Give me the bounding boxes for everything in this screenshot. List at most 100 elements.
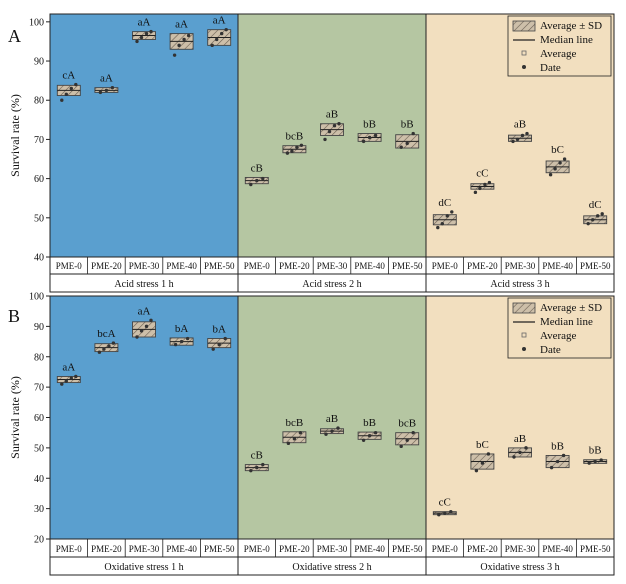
group-label: Oxidative stress 1 h	[104, 562, 183, 573]
legend-label: Median line	[540, 316, 593, 328]
data-point	[290, 149, 294, 153]
data-point	[211, 347, 215, 351]
data-point	[443, 511, 447, 515]
data-point	[285, 151, 290, 155]
category-label: PME-50	[580, 544, 611, 554]
data-point	[487, 180, 492, 185]
data-point	[179, 339, 184, 344]
data-point	[474, 468, 479, 473]
data-point	[149, 29, 153, 34]
data-point	[549, 465, 554, 470]
significance-label: aA	[175, 19, 188, 31]
category-label: PME-30	[129, 261, 160, 271]
y-tick-label: 60	[34, 174, 44, 185]
data-point	[591, 218, 595, 222]
category-label: PME-20	[279, 544, 310, 554]
data-point	[593, 459, 597, 464]
data-point	[367, 434, 372, 438]
data-point	[524, 446, 528, 450]
data-point	[135, 39, 139, 44]
category-label: PME-30	[505, 544, 536, 554]
category-label: PME-50	[204, 261, 235, 271]
data-point	[367, 135, 372, 140]
significance-label: dC	[438, 197, 451, 209]
data-point	[295, 145, 299, 149]
y-tick-label: 90	[34, 57, 44, 68]
category-label: PME-30	[129, 544, 160, 554]
data-point	[299, 143, 304, 147]
data-point	[520, 133, 525, 138]
significance-label: bA	[212, 324, 226, 336]
legend-swatch-box	[512, 20, 536, 32]
panel-B: 20 30 40 50 60 70 80 90 100 Survival rate (%) B Oxi…	[8, 292, 615, 576]
data-point	[558, 161, 562, 165]
legend-label: Date	[540, 344, 561, 356]
legend-label: Average ± SD	[540, 20, 602, 32]
data-point	[111, 341, 116, 345]
data-point	[177, 43, 181, 48]
data-point	[102, 347, 106, 351]
significance-label: cC	[476, 168, 488, 180]
data-point	[405, 438, 409, 442]
data-point	[104, 88, 109, 93]
data-point	[144, 324, 149, 329]
data-point	[449, 509, 453, 514]
legend-label: Average	[540, 330, 577, 342]
significance-label: aA	[138, 17, 151, 29]
data-point	[440, 221, 444, 226]
category-label: PME-20	[467, 261, 498, 271]
y-tick-label: 50	[34, 213, 44, 224]
y-tick-label: 20	[34, 535, 44, 546]
data-point	[144, 31, 149, 36]
data-point	[110, 85, 115, 90]
significance-label: bB	[589, 445, 602, 457]
data-point	[64, 92, 69, 97]
panel-A: 40 50 60 70 80 90 100 Survival rate (%) A Acid st…	[8, 13, 615, 293]
group-row	[49, 273, 615, 293]
legend-label: Date	[540, 62, 561, 74]
significance-label: bB	[363, 417, 376, 429]
legend-swatch-point	[522, 347, 526, 351]
data-point	[69, 86, 74, 91]
y-tick-label: 70	[34, 383, 44, 394]
group-background	[50, 14, 238, 257]
data-point	[411, 430, 415, 435]
data-point	[255, 178, 259, 183]
y-tick-label: 50	[34, 443, 44, 454]
data-point	[261, 176, 265, 181]
group-label: Acid stress 3 h	[490, 279, 549, 290]
legend-label: Average ± SD	[540, 302, 602, 314]
data-point	[298, 430, 303, 435]
group-label: Acid stress 2 h	[302, 279, 361, 290]
data-point	[215, 37, 219, 42]
data-point	[486, 452, 491, 456]
data-point	[561, 453, 566, 458]
data-point	[60, 382, 64, 386]
category-label: PME-0	[244, 544, 271, 554]
legend-swatch-average	[521, 332, 527, 338]
significance-label: bC	[476, 439, 489, 451]
data-point	[405, 141, 409, 146]
data-point	[518, 450, 522, 455]
data-point	[600, 212, 604, 216]
category-label: PME-20	[91, 261, 122, 271]
data-point	[324, 432, 328, 436]
data-point	[135, 335, 139, 339]
significance-label: bB	[401, 119, 414, 131]
legend-label: Average	[540, 48, 577, 60]
significance-label: cC	[439, 497, 451, 509]
y-axis-label: Survival rate (%)	[8, 94, 22, 177]
data-point	[411, 131, 415, 136]
data-point	[555, 459, 560, 464]
group-background	[238, 296, 426, 539]
significance-label: dC	[589, 199, 602, 211]
data-point	[373, 133, 378, 138]
data-point	[327, 129, 332, 134]
data-point	[399, 145, 403, 149]
group-label: Oxidative stress 3 h	[480, 562, 559, 573]
significance-label: aA	[62, 361, 75, 373]
data-point	[97, 350, 102, 354]
y-tick-label: 70	[34, 135, 44, 146]
significance-label: aB	[514, 433, 526, 445]
y-tick-label: 80	[34, 352, 44, 363]
